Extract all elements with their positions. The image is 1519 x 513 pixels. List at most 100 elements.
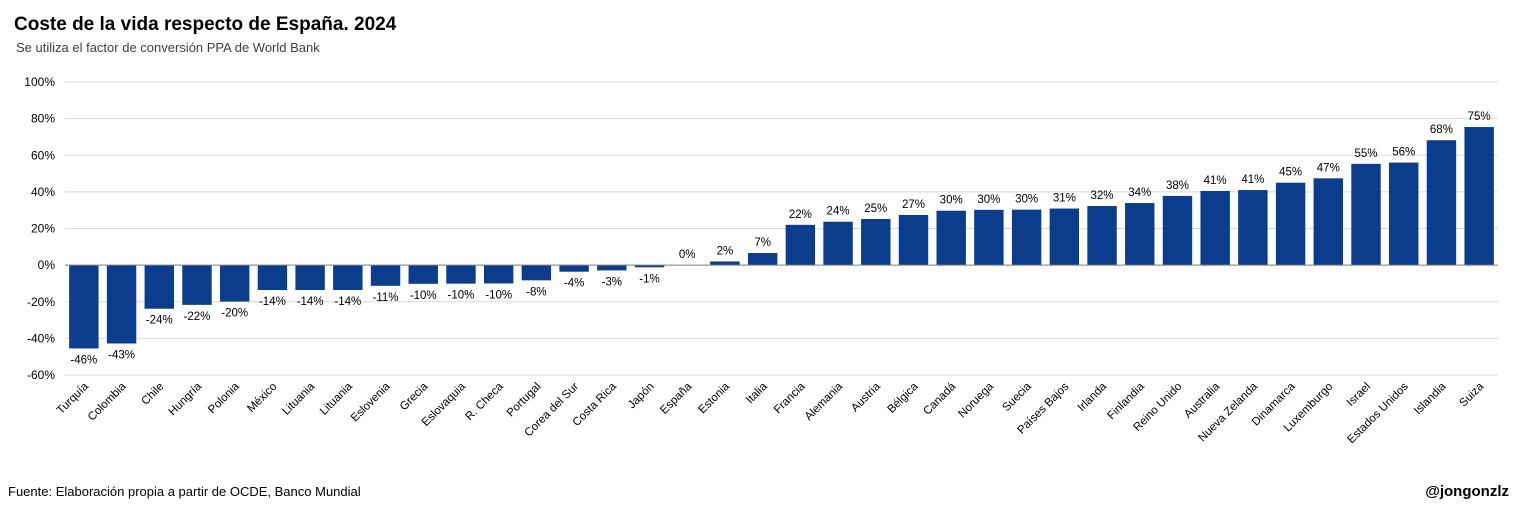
data-label: 68%: [1430, 124, 1453, 136]
x-tick-label: Suecia: [1000, 380, 1034, 414]
data-label: 25%: [864, 203, 887, 215]
bar: [1200, 190, 1230, 266]
bar: [1313, 178, 1344, 266]
data-label: 32%: [1091, 190, 1114, 202]
data-label: 30%: [1015, 194, 1038, 206]
bar: [710, 261, 740, 266]
data-label: 47%: [1317, 162, 1340, 174]
bar: [1087, 205, 1117, 266]
x-tick-label: España: [658, 380, 694, 416]
x-tick-label: Hungría: [167, 380, 205, 418]
bar: [69, 265, 99, 349]
chart-subtitle: Se utiliza el factor de conversión PPA d…: [16, 40, 320, 55]
bar: [521, 265, 552, 281]
x-tick-label: Colombia: [86, 380, 129, 423]
bar: [597, 265, 627, 271]
y-tick-label: -20%: [27, 295, 55, 309]
data-label: -1%: [639, 273, 659, 285]
x-tick-label: Chile: [139, 381, 166, 408]
bar: [559, 265, 589, 272]
x-tick-label: Israel: [1345, 381, 1373, 409]
x-tick-label: Noruega: [956, 380, 996, 420]
bar: [936, 210, 966, 266]
y-axis-ticks: -60% -40% -20% 0% 20% 40% 60% 80% 100%: [24, 75, 55, 382]
y-tick-label: 0%: [38, 258, 56, 272]
data-label: -3%: [602, 276, 622, 288]
y-tick-label: 100%: [24, 75, 55, 89]
data-label: 2%: [717, 245, 734, 257]
y-tick-label: 40%: [31, 185, 55, 199]
bar: [861, 218, 891, 266]
y-tick-label: 20%: [31, 222, 55, 236]
y-tick-label: 80%: [31, 112, 55, 126]
bar: [182, 265, 212, 305]
bar: [370, 265, 401, 286]
data-label: 0%: [679, 249, 696, 261]
data-label: 30%: [940, 195, 963, 207]
data-label: 34%: [1128, 187, 1151, 199]
bar: [974, 209, 1004, 266]
bar: [295, 265, 325, 291]
data-label: 30%: [977, 194, 1000, 206]
data-labels: -46% -43% -24% -22% -20% -14% -14% -14% -11% -10%…: [70, 111, 1490, 366]
bar: [898, 214, 929, 266]
data-label: -24%: [146, 315, 173, 327]
data-label: 45%: [1279, 167, 1302, 179]
bar: [257, 265, 288, 291]
data-label: 24%: [827, 206, 850, 218]
bar: [1464, 127, 1494, 266]
bar: [1238, 190, 1268, 266]
bar: [333, 265, 363, 291]
x-tick-label: Bélgica: [885, 380, 921, 416]
data-label: -14%: [334, 296, 361, 308]
bar: [785, 224, 816, 266]
source-note: Fuente: Elaboración propia a partir de O…: [8, 484, 361, 499]
x-tick-label: Eslovenia: [349, 380, 393, 424]
bar: [1011, 209, 1042, 266]
grid-lines: [65, 81, 1498, 376]
data-label: -14%: [297, 296, 324, 308]
x-tick-label: Alemania: [803, 380, 846, 423]
data-label: 31%: [1053, 193, 1076, 205]
y-tick-label: -40%: [27, 331, 55, 345]
bar: [823, 221, 853, 266]
data-label: 75%: [1468, 111, 1491, 123]
data-label: 38%: [1166, 180, 1189, 192]
data-label: -14%: [259, 296, 286, 308]
bar: [144, 265, 174, 309]
data-label: -10%: [485, 289, 512, 301]
x-tick-label: Lituania: [280, 380, 317, 417]
bar: [446, 265, 476, 284]
x-tick-label: Japón: [626, 381, 657, 412]
x-tick-label: Portugal: [505, 381, 544, 420]
bar: [408, 265, 438, 284]
x-tick-label: Polonia: [206, 380, 242, 416]
x-tick-label: Italia: [744, 380, 770, 406]
bar: [1389, 162, 1419, 266]
bar: [634, 265, 665, 268]
y-tick-label: -60%: [27, 368, 55, 382]
bars: [65, 127, 1498, 349]
x-tick-label: Suiza: [1457, 380, 1486, 409]
data-label: -10%: [410, 290, 437, 302]
bar: [1049, 208, 1080, 266]
bar: [1351, 163, 1381, 266]
x-tick-label: México: [245, 381, 279, 415]
data-label: -46%: [70, 354, 97, 366]
bar: [106, 265, 137, 344]
bar: [1275, 182, 1306, 266]
data-label: 41%: [1241, 174, 1264, 186]
x-tick-label: Francia: [772, 380, 808, 416]
bar: [1162, 195, 1193, 266]
data-label: 7%: [754, 237, 771, 249]
data-label: 27%: [902, 199, 925, 211]
data-label: -10%: [448, 290, 475, 302]
data-label: -20%: [221, 308, 248, 320]
x-tick-label: Estonia: [696, 380, 732, 416]
x-tick-label: Islandia: [1412, 380, 1449, 417]
data-label: 22%: [789, 209, 812, 221]
x-tick-label: R. Checa: [463, 380, 506, 423]
data-label: 55%: [1354, 148, 1377, 160]
